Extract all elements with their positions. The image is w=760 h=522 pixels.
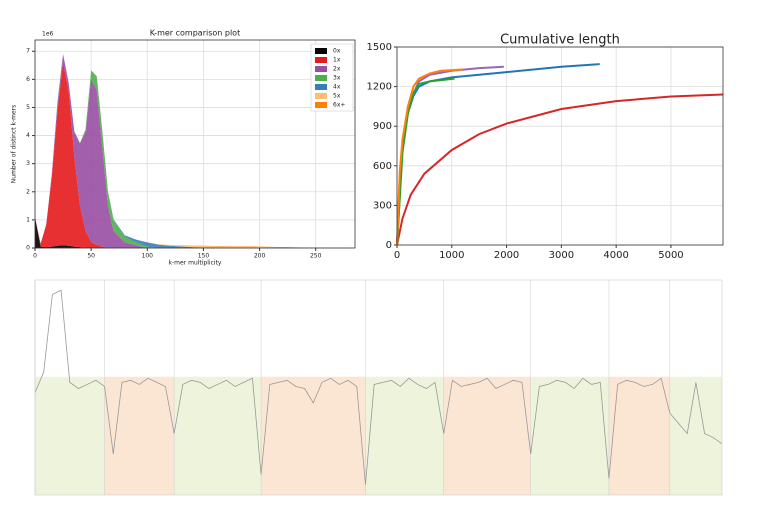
area bbox=[35, 62, 350, 249]
y-tick-label: 1 bbox=[26, 216, 30, 223]
y-tick-label: 6 bbox=[26, 76, 30, 83]
contig-band bbox=[669, 376, 722, 495]
contig-band bbox=[174, 376, 262, 495]
legend-label: 4x bbox=[333, 84, 341, 91]
contig-band bbox=[35, 376, 105, 495]
chart-title: Cumulative length bbox=[500, 33, 620, 48]
x-tick-label: 4000 bbox=[603, 250, 628, 261]
contig-band bbox=[261, 376, 366, 495]
x-tick-label: 2000 bbox=[494, 250, 519, 261]
y-tick-label: 0 bbox=[386, 240, 392, 251]
legend-swatch bbox=[315, 93, 327, 99]
legend-label: 1x bbox=[333, 57, 341, 64]
y-tick-label: 1500 bbox=[367, 42, 392, 53]
legend-label: 2x bbox=[333, 66, 341, 73]
y-tick-label: 600 bbox=[373, 161, 392, 172]
y-tick-label: 3 bbox=[26, 160, 30, 167]
legend-swatch bbox=[315, 75, 327, 81]
legend-swatch bbox=[315, 66, 327, 72]
x-axis-label: k-mer multiplicity bbox=[169, 260, 222, 267]
x-tick-label: 250 bbox=[310, 253, 322, 260]
x-tick-label: 1000 bbox=[439, 250, 464, 261]
chart-title: K-mer comparison plot bbox=[150, 29, 240, 38]
x-tick-label: 200 bbox=[254, 253, 266, 260]
legend-swatch bbox=[315, 48, 327, 54]
x-tick-label: 0 bbox=[33, 253, 37, 260]
x-tick-label: 50 bbox=[87, 253, 95, 260]
area bbox=[35, 54, 350, 249]
y-tick-label: 5 bbox=[26, 104, 30, 111]
y-tick-label: 4 bbox=[26, 132, 30, 139]
line bbox=[396, 68, 463, 246]
line bbox=[396, 77, 455, 246]
contig-band bbox=[530, 376, 609, 495]
x-tick-label: 100 bbox=[142, 253, 154, 260]
x-tick-label: 0 bbox=[394, 250, 400, 261]
x-tick-label: 3000 bbox=[549, 250, 574, 261]
legend-label: 5x bbox=[333, 93, 341, 100]
plot-frame bbox=[34, 279, 723, 496]
legend-label: 6x+ bbox=[333, 102, 345, 109]
offset-label: 1e6 bbox=[42, 31, 54, 38]
line bbox=[396, 63, 600, 246]
y-axis-label: Number of distinct k-mers bbox=[11, 105, 18, 183]
y-tick-label: 1200 bbox=[367, 82, 392, 93]
y-tick-label: 300 bbox=[373, 200, 392, 211]
plot-frame bbox=[396, 46, 724, 246]
y-tick-label: 0 bbox=[26, 245, 30, 252]
x-tick-label: 5000 bbox=[658, 250, 683, 261]
y-tick-label: 900 bbox=[373, 121, 392, 132]
y-tick-label: 2 bbox=[26, 188, 30, 195]
y-tick-label: 7 bbox=[26, 48, 30, 55]
line bbox=[396, 93, 724, 246]
contig-band bbox=[608, 376, 670, 495]
legend-swatch bbox=[315, 57, 327, 63]
plot-frame bbox=[34, 39, 356, 249]
contig-band bbox=[365, 376, 444, 495]
legend-swatch bbox=[315, 102, 327, 108]
legend-label: 0x bbox=[333, 48, 341, 55]
line bbox=[34, 289, 723, 485]
contig-band bbox=[443, 376, 531, 495]
legend-label: 3x bbox=[333, 75, 341, 82]
legend-swatch bbox=[315, 84, 327, 90]
contig-band bbox=[104, 376, 175, 495]
x-tick-label: 150 bbox=[198, 253, 210, 260]
